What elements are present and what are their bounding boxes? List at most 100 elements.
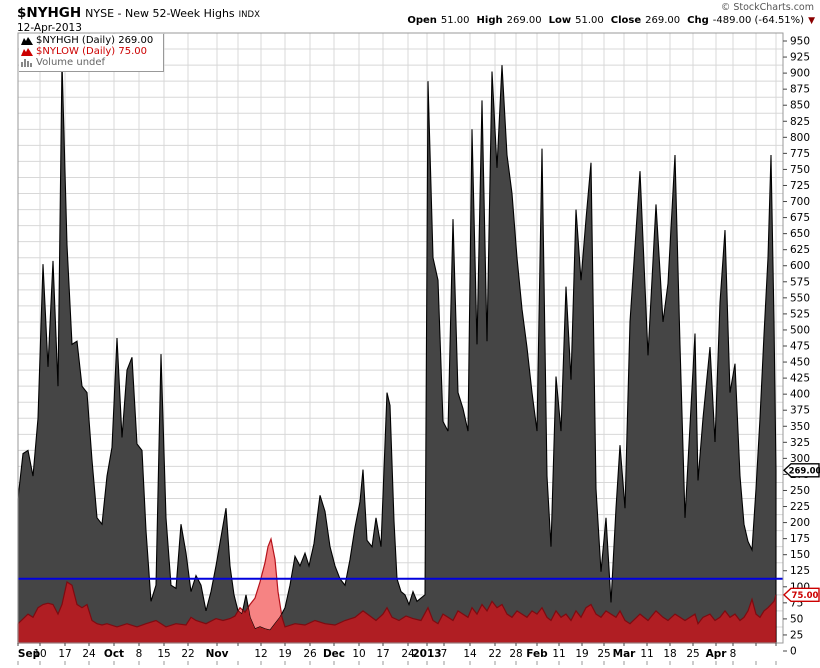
x-tick-label: 19: [575, 648, 588, 660]
bars-icon: [21, 59, 32, 67]
x-tick-label: Dec: [323, 648, 345, 660]
y-tick-label: 150: [790, 549, 810, 561]
x-tick-label: 25: [686, 648, 699, 660]
x-tick-label: Apr: [706, 648, 728, 660]
x-tick-label: 28: [509, 648, 522, 660]
y-tick-label: 700: [790, 196, 810, 208]
y-tick-label: 950: [790, 36, 810, 48]
close-label: Close: [610, 15, 642, 26]
x-tick-label: 11: [552, 648, 565, 660]
x-tick-label: 24: [82, 648, 96, 660]
x-tick-label: 11: [640, 648, 653, 660]
price-badge-shape: [782, 587, 820, 603]
price-badge-shape: [782, 463, 820, 478]
x-tick-label: 8: [730, 648, 737, 660]
index-tag: INDX: [238, 10, 260, 20]
x-tick-label: 10: [352, 648, 365, 660]
x-tick-label: 7: [441, 648, 448, 660]
down-triangle-icon: ▼: [808, 16, 815, 26]
y-tick-label: 750: [790, 164, 810, 176]
y-tick-label: 250: [790, 485, 810, 497]
symbol: $NYHGH: [17, 5, 82, 21]
y-tick-label: 125: [790, 565, 810, 577]
y-tick-label: 350: [790, 421, 810, 433]
y-tick-label: 600: [790, 260, 810, 272]
y-tick-label: 0: [790, 646, 797, 658]
legend-label-volume: Volume undef: [36, 57, 106, 68]
y-tick-label: 50: [790, 613, 803, 625]
price-badge-value: 269.00: [789, 466, 820, 476]
area-icon: [21, 37, 33, 45]
chart-date: 12-Apr-2013: [17, 22, 82, 34]
legend-label-nylow: $NYLOW (Daily) 75.00: [36, 46, 148, 57]
chg-label: Chg: [687, 15, 709, 26]
x-tick-label: 22: [488, 648, 501, 660]
y-tick-label: 900: [790, 68, 810, 80]
nyhgh-area: [17, 61, 777, 644]
x-tick-label: 12: [254, 648, 267, 660]
y-tick-label: 925: [790, 52, 810, 64]
low-label: Low: [548, 15, 572, 26]
y-tick-label: 375: [790, 405, 810, 417]
plot-frame: [17, 32, 784, 644]
plot-area: 9509259008758508258007757507257006756506…: [17, 32, 820, 665]
y-tick-label: 425: [790, 373, 810, 385]
x-tick-label: 10: [33, 648, 46, 660]
x-tick-label: 24: [401, 648, 415, 660]
x-tick-label: Mar: [613, 648, 637, 660]
x-tick-label: 14: [463, 648, 477, 660]
x-tick-label: 18: [663, 648, 676, 660]
x-tick-label: Sep: [18, 648, 41, 660]
close-value: 269.00: [645, 15, 681, 26]
y-tick-label: 450: [790, 357, 810, 369]
nylow-area: [18, 536, 776, 643]
y-tick-label: 325: [790, 437, 810, 449]
y-tick-label: 475: [790, 341, 810, 353]
y-tick-label: 725: [790, 180, 810, 192]
y-tick-label: 825: [790, 116, 810, 128]
x-tick-label: 22: [181, 648, 194, 660]
low-value: 51.00: [575, 15, 604, 26]
price-badge-value: 75.00: [792, 591, 819, 601]
y-tick-label: 625: [790, 244, 810, 256]
y-tick-label: 400: [790, 389, 810, 401]
copyright-notice: © StockCharts.com: [720, 2, 814, 13]
title-line: $NYHGH NYSE - New 52-Week Highs INDX: [17, 2, 260, 21]
x-tick-label: 8: [136, 648, 143, 660]
y-tick-label: 800: [790, 132, 810, 144]
high-label: High: [476, 15, 503, 26]
y-tick-label: 225: [790, 501, 810, 513]
x-tick-label: 17: [58, 648, 71, 660]
y-tick-label: 500: [790, 324, 810, 336]
y-tick-label: 300: [790, 453, 810, 465]
x-tick-label: 19: [278, 648, 291, 660]
area-icon: [21, 48, 33, 56]
y-tick-label: 550: [790, 292, 810, 304]
x-tick-label: 17: [376, 648, 389, 660]
legend-item-nylow: $NYLOW (Daily) 75.00: [21, 46, 153, 57]
y-tick-label: 775: [790, 148, 810, 160]
x-tick-label: 25: [597, 648, 610, 660]
x-tick-label: Nov: [206, 648, 229, 660]
legend-label-nyhgh: $NYHGH (Daily) 269.00: [36, 35, 154, 46]
ohlc-quote-line: Open 51.00 High 269.00 Low 51.00 Close 269.00 Ch…: [407, 15, 815, 26]
y-tick-label: 675: [790, 212, 810, 224]
y-tick-label: 200: [790, 517, 810, 529]
chart-legend: $NYHGH (Daily) 269.00 $NYLOW (Daily) 75.…: [19, 34, 165, 72]
price-badge: 269.00: [782, 463, 820, 478]
legend-item-volume: Volume undef: [21, 57, 153, 68]
chg-value: -489.00 (-64.51%): [712, 15, 805, 26]
y-tick-label: 575: [790, 276, 810, 288]
y-tick-label: 175: [790, 533, 810, 545]
x-tick-label: Oct: [104, 648, 124, 660]
x-tick-label: 2013: [412, 648, 441, 660]
y-tick-label: 650: [790, 228, 810, 240]
legend-item-nyhgh: $NYHGH (Daily) 269.00: [21, 35, 153, 46]
x-tick-label: 26: [303, 648, 317, 660]
x-tick-label: Feb: [526, 648, 548, 660]
y-tick-label: 850: [790, 100, 810, 112]
open-value: 51.00: [440, 15, 470, 26]
